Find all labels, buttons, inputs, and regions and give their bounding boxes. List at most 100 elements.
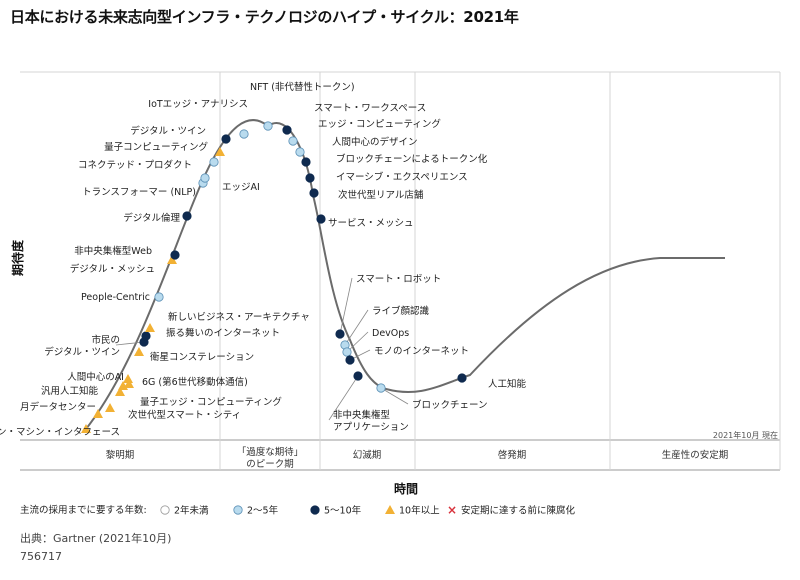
- source-note: 出典：Gartner (2021年10月): [20, 532, 172, 545]
- tech-label: エッジAI: [222, 182, 260, 193]
- page-title: 日本における未来志向型インフラ・テクノロジのハイプ・サイクル：2021年: [10, 8, 519, 26]
- tech-point: デジタル・メッシュ: [70, 255, 177, 275]
- marker-triangle: [215, 147, 225, 156]
- tech-label: 市民のデジタル・ツイン: [44, 334, 120, 358]
- legend-marker: [385, 505, 395, 514]
- marker-circle: [263, 121, 273, 131]
- tech-label: トランスフォーマー (NLP): [82, 187, 196, 198]
- tech-label: イマーシブ・エクスペリエンス: [336, 171, 468, 183]
- tech-label-line: 市民の: [91, 334, 120, 346]
- tech-point: 人間中心のAI: [67, 371, 133, 383]
- tech-label: スマート・ロボット: [356, 274, 441, 285]
- marker-triangle: [115, 387, 125, 396]
- marker-circle: [376, 383, 386, 393]
- legend-title: 主流の採用までに要する年数:: [20, 504, 147, 516]
- marker-circle: [335, 329, 345, 339]
- tech-point: スマート・ロボット: [335, 274, 441, 339]
- tech-label: NFT (非代替性トークン): [250, 81, 355, 93]
- leader-line: [380, 387, 409, 405]
- marker-circle: [200, 173, 210, 183]
- tech-label: サービス・メッシュ: [328, 218, 414, 229]
- marker-circle: [295, 147, 305, 157]
- leader-line: [115, 341, 145, 346]
- tech-point: 市民のデジタル・ツイン: [44, 334, 149, 358]
- marker-circle: [305, 173, 315, 183]
- marker-triangle: [124, 379, 134, 388]
- tech-label: 量子エッジ・コンピューティング: [140, 396, 282, 408]
- marker-circle: [353, 371, 363, 381]
- tech-label: 人工知能: [488, 378, 527, 390]
- marker-circle: [457, 373, 467, 383]
- tech-point: サービス・メッシュ: [316, 214, 414, 229]
- tech-point: ブロックチェーン: [376, 383, 488, 411]
- tech-label: 新しいビジネス・アーキテクチャ: [168, 311, 310, 323]
- tech-label: DevOps: [372, 328, 409, 339]
- tech-point: 双方向ブレイン・マシン・インタフェース: [0, 424, 120, 438]
- marker-circle: [182, 211, 192, 221]
- legend-item: 5〜10年: [310, 505, 362, 517]
- tech-point: トランスフォーマー (NLP): [82, 178, 208, 198]
- leader-line: [346, 331, 369, 353]
- tech-point: NFT (非代替性トークン): [250, 81, 355, 131]
- legend-item: 2〜5年: [233, 505, 279, 517]
- marker-triangle: [81, 424, 91, 433]
- legend-marker: [160, 505, 170, 515]
- marker-circle: [154, 292, 164, 302]
- tech-label: 次世代型リアル店舗: [338, 189, 424, 201]
- tech-point: IoTエッジ・アナリシス: [148, 99, 249, 139]
- marker-circle: [342, 347, 352, 357]
- tech-label: 非中央集権型Web: [74, 245, 152, 257]
- tech-point: 次世代型スマート・シティ: [105, 403, 241, 421]
- tech-label: 量子コンピューティング: [104, 141, 208, 153]
- tech-label: 振る舞いのインターネット: [166, 327, 280, 339]
- marker-circle: [239, 129, 249, 139]
- tech-label: エッジ・コンピューティング: [318, 118, 441, 130]
- tech-label: スマート・ワークスペース: [314, 103, 426, 114]
- phase-label: 生産性の安定期: [662, 449, 729, 461]
- tech-label: People-Centric: [81, 292, 150, 303]
- marker-circle: [221, 134, 231, 144]
- tech-label: 非中央集権型アプリケーション: [333, 409, 409, 433]
- legend-label: 安定期に達する前に陳腐化: [461, 505, 576, 517]
- tech-label: 次世代型スマート・シティ: [128, 409, 241, 421]
- marker-circle: [282, 125, 292, 135]
- y-axis-label: 期待度: [10, 239, 25, 276]
- marker-triangle: [105, 403, 115, 412]
- marker-triangle: [145, 323, 155, 332]
- tech-label: 月データセンター: [20, 401, 96, 413]
- marker-triangle: [123, 374, 133, 383]
- tech-label: ブロックチェーン: [412, 399, 488, 411]
- tech-point: People-Centric: [81, 292, 164, 303]
- legend-label: 2〜5年: [247, 505, 279, 517]
- tech-point: 6G (第6世代移動体通信): [124, 376, 248, 388]
- legend-item: × 安定期に達する前に陳腐化: [447, 503, 576, 517]
- marker-circle: [345, 355, 355, 365]
- phase-labels: 黎明期 「過度な期待」のピーク期 幻滅期 啓発期 生産性の安定期: [106, 446, 729, 470]
- tech-label: 6G (第6世代移動体通信): [142, 376, 248, 388]
- marker-circle: [309, 188, 319, 198]
- marker-triangle: [93, 409, 103, 418]
- date-note: 2021年10月 現在: [713, 430, 778, 440]
- tech-point: 非中央集権型Web: [74, 245, 180, 260]
- tech-label: 双方向ブレイン・マシン・インタフェース: [0, 426, 120, 438]
- tech-point: 非中央集権型アプリケーション: [328, 371, 409, 433]
- tech-point: 月データセンター: [20, 401, 103, 418]
- marker-circle: [209, 157, 219, 167]
- legend-marker: [233, 505, 243, 515]
- tech-point: デジタル・ツイン: [130, 125, 231, 144]
- tech-label: モノのインターネット: [374, 346, 469, 357]
- tech-point: 量子コンピューティング: [104, 141, 225, 156]
- tech-label: 衛星コンステレーション: [150, 351, 254, 363]
- tech-label: ブロックチェーンによるトークン化: [336, 153, 488, 165]
- phase-label: 幻滅期: [353, 449, 382, 461]
- legend-label: 10年以上: [399, 505, 440, 517]
- legend: 主流の採用までに要する年数: 2年未満 2〜5年 5〜10年 10年以上 × 安定期に達する…: [20, 503, 576, 517]
- tech-point: ブロックチェーンによるトークン化: [301, 153, 488, 167]
- tech-point: デジタル倫理: [123, 211, 192, 224]
- tech-point: コネクテッド・プロダクト: [78, 157, 219, 171]
- marker-circle: [288, 136, 298, 146]
- phase-label: 「過度な期待」のピーク期: [237, 446, 304, 470]
- tech-point: 人工知能: [457, 373, 527, 390]
